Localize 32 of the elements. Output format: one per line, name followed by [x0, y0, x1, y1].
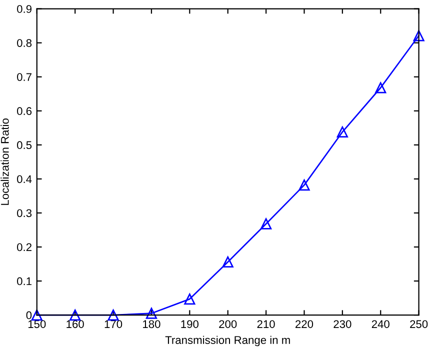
- x-tick-label: 230: [334, 320, 352, 328]
- y-tick-label: 0.4: [17, 175, 32, 184]
- x-tick-label: 150: [28, 320, 46, 328]
- y-tick-label: 0.6: [17, 107, 32, 116]
- y-tick-label: 0: [26, 311, 32, 320]
- point: [70, 309, 81, 321]
- x-tick-label: 220: [296, 320, 314, 328]
- y-tick-label: 0.2: [17, 243, 32, 252]
- y-tick-label: 0.8: [17, 39, 32, 47]
- x-tick-label: 240: [372, 320, 390, 328]
- y-tick-label: 0.9: [17, 5, 32, 13]
- y-tick-label: 0.1: [17, 277, 32, 286]
- y-axis-title: Localization Ratio: [0, 118, 9, 205]
- x-tick-label: 190: [181, 320, 198, 328]
- point: [222, 256, 234, 268]
- x-tick-label: 200: [219, 320, 237, 328]
- point: [260, 218, 272, 230]
- y-tick-label: 0.7: [17, 73, 32, 81]
- y-tick-label: 0.3: [17, 209, 32, 218]
- point: [108, 309, 119, 321]
- x-tick-label: 160: [66, 320, 84, 328]
- point: [413, 30, 424, 42]
- point: [184, 293, 196, 305]
- x-axis-title: Transmission Range in m: [165, 336, 290, 346]
- point: [298, 180, 310, 191]
- x-tick-label: 210: [257, 320, 275, 328]
- point: [375, 82, 386, 94]
- x-tick-label: 250: [410, 320, 428, 328]
- point: [146, 308, 158, 319]
- point: [336, 126, 348, 138]
- x-tick-label: 180: [143, 320, 160, 328]
- y-tick-label: 0.5: [17, 141, 32, 150]
